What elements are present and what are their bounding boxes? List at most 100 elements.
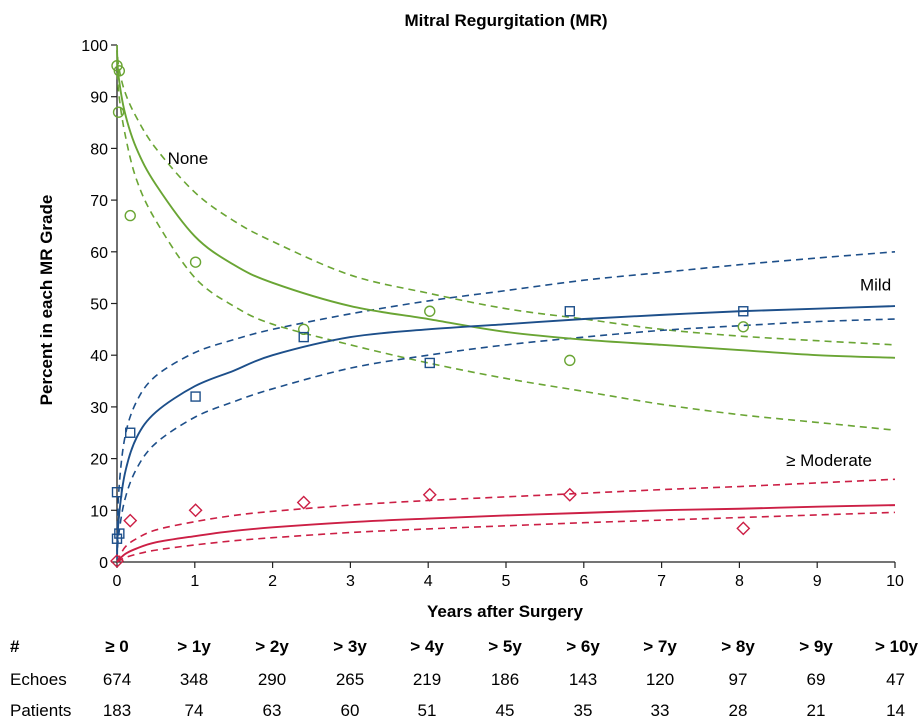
table-row-label: Echoes [10, 670, 67, 689]
mild-marker [111, 533, 123, 544]
x-tick-label: 3 [346, 573, 355, 590]
moderate-marker [123, 513, 138, 528]
table-cell: 45 [496, 701, 515, 720]
table-row-label: Patients [10, 701, 71, 720]
mild-ci-upper-line [116, 251, 896, 552]
none-marker [424, 305, 436, 317]
table-cell: 69 [807, 670, 826, 689]
table-cell: 219 [413, 670, 441, 689]
moderate-marker [188, 503, 203, 518]
none-ci-lower-line [116, 60, 896, 431]
mild-marker [298, 331, 309, 343]
table-cell: 14 [886, 701, 905, 720]
none-marker [298, 323, 310, 336]
x-tick-label: 6 [579, 573, 588, 590]
y-tick-label: 90 [90, 90, 108, 107]
x-tick-label: 4 [424, 573, 433, 590]
risk-table: # ≥ 0 > 1y > 2y > 3y > 4y > 5y > 6y > 7y > 8y > 9y… [10, 637, 919, 720]
moderate-marker [422, 487, 437, 502]
mild-marker [125, 427, 136, 438]
none-marker [737, 321, 749, 333]
y-tick-label: 60 [90, 245, 108, 262]
table-cell: 674 [103, 670, 131, 689]
observed-markers [110, 59, 751, 568]
y-tick-label: 100 [81, 38, 108, 55]
x-tick-label: 7 [657, 573, 666, 590]
y-tick-label: 50 [90, 297, 108, 314]
y-tick-label: 40 [90, 348, 108, 365]
moderate-marker [562, 487, 577, 502]
series-label: None [168, 149, 209, 168]
x-tick-label: 10 [886, 573, 904, 590]
x-tick-label: 9 [813, 573, 822, 590]
table-cell: 51 [418, 701, 437, 720]
none-marker [189, 256, 202, 268]
y-tick-label: 70 [90, 193, 108, 210]
x-axis-title: Years after Surgery [427, 602, 583, 621]
x-tick-label: 5 [502, 573, 511, 590]
moderate-fit-line [116, 504, 896, 563]
mild-marker [738, 306, 749, 317]
none-ci-upper-line [116, 44, 896, 346]
y-tick-label: 20 [90, 452, 108, 469]
table-cell: 290 [258, 670, 286, 689]
none-marker [564, 354, 576, 367]
table-cell: 21 [807, 701, 826, 720]
x-tick-label: 1 [190, 573, 199, 590]
moderate-marker [736, 521, 751, 536]
table-cell: 265 [336, 670, 364, 689]
table-cell: 143 [569, 670, 597, 689]
table-cell: 60 [341, 701, 360, 720]
table-header-cell: > 1y [177, 637, 211, 656]
mild-marker [564, 306, 575, 317]
table-cell: 74 [185, 701, 204, 720]
mild-marker [111, 487, 123, 498]
x-tick-label: 0 [113, 573, 122, 590]
none-marker [112, 106, 125, 118]
x-ticks: 0 1 2 3 4 5 6 7 8 9 10 [113, 562, 904, 590]
x-tick-label: 8 [735, 573, 744, 590]
moderate-ci-lower-line [116, 511, 896, 563]
moderate-marker [110, 553, 124, 568]
none-marker [113, 65, 126, 77]
table-header-cell: ≥ 0 [105, 637, 129, 656]
table-header-cell: > 8y [721, 637, 755, 656]
fitted-curves [116, 50, 896, 563]
table-header-cell: > 6y [566, 637, 600, 656]
table-cell: 186 [491, 670, 519, 689]
mild-ci-lower-line [116, 318, 896, 560]
none-marker [124, 209, 136, 222]
table-cell: 348 [180, 670, 208, 689]
table-header-label: # [10, 637, 20, 656]
confidence-bands [116, 44, 896, 563]
table-header-cell: > 10y [875, 637, 919, 656]
table-header-cell: > 2y [255, 637, 289, 656]
none-marker [111, 59, 123, 72]
chart-title: Mitral Regurgitation (MR) [404, 11, 607, 30]
y-tick-label: 80 [90, 141, 108, 158]
y-axis-title: Percent in each MR Grade [37, 195, 56, 406]
y-ticks: 0 10 20 30 40 50 60 70 80 90 100 [81, 38, 117, 572]
table-cell: 28 [729, 701, 748, 720]
x-tick-label: 2 [268, 573, 277, 590]
moderate-ci-upper-line [116, 478, 896, 563]
y-tick-label: 0 [99, 555, 108, 572]
table-cell: 33 [651, 701, 670, 720]
table-cell: 183 [103, 701, 131, 720]
table-cell: 35 [574, 701, 593, 720]
mild-marker [424, 357, 435, 369]
none-fit-line [116, 50, 896, 359]
table-cell: 47 [886, 670, 905, 689]
series-label: Mild [860, 276, 891, 295]
y-tick-label: 30 [90, 400, 108, 417]
table-header-cell: > 3y [333, 637, 367, 656]
mild-marker [190, 391, 201, 402]
table-header-cell: > 5y [488, 637, 522, 656]
table-header-cell: > 9y [799, 637, 833, 656]
table-cell: 63 [263, 701, 282, 720]
table-header-cell: > 7y [643, 637, 677, 656]
table-header-cell: > 4y [410, 637, 444, 656]
mild-fit-line [116, 305, 896, 557]
moderate-marker [296, 495, 311, 510]
